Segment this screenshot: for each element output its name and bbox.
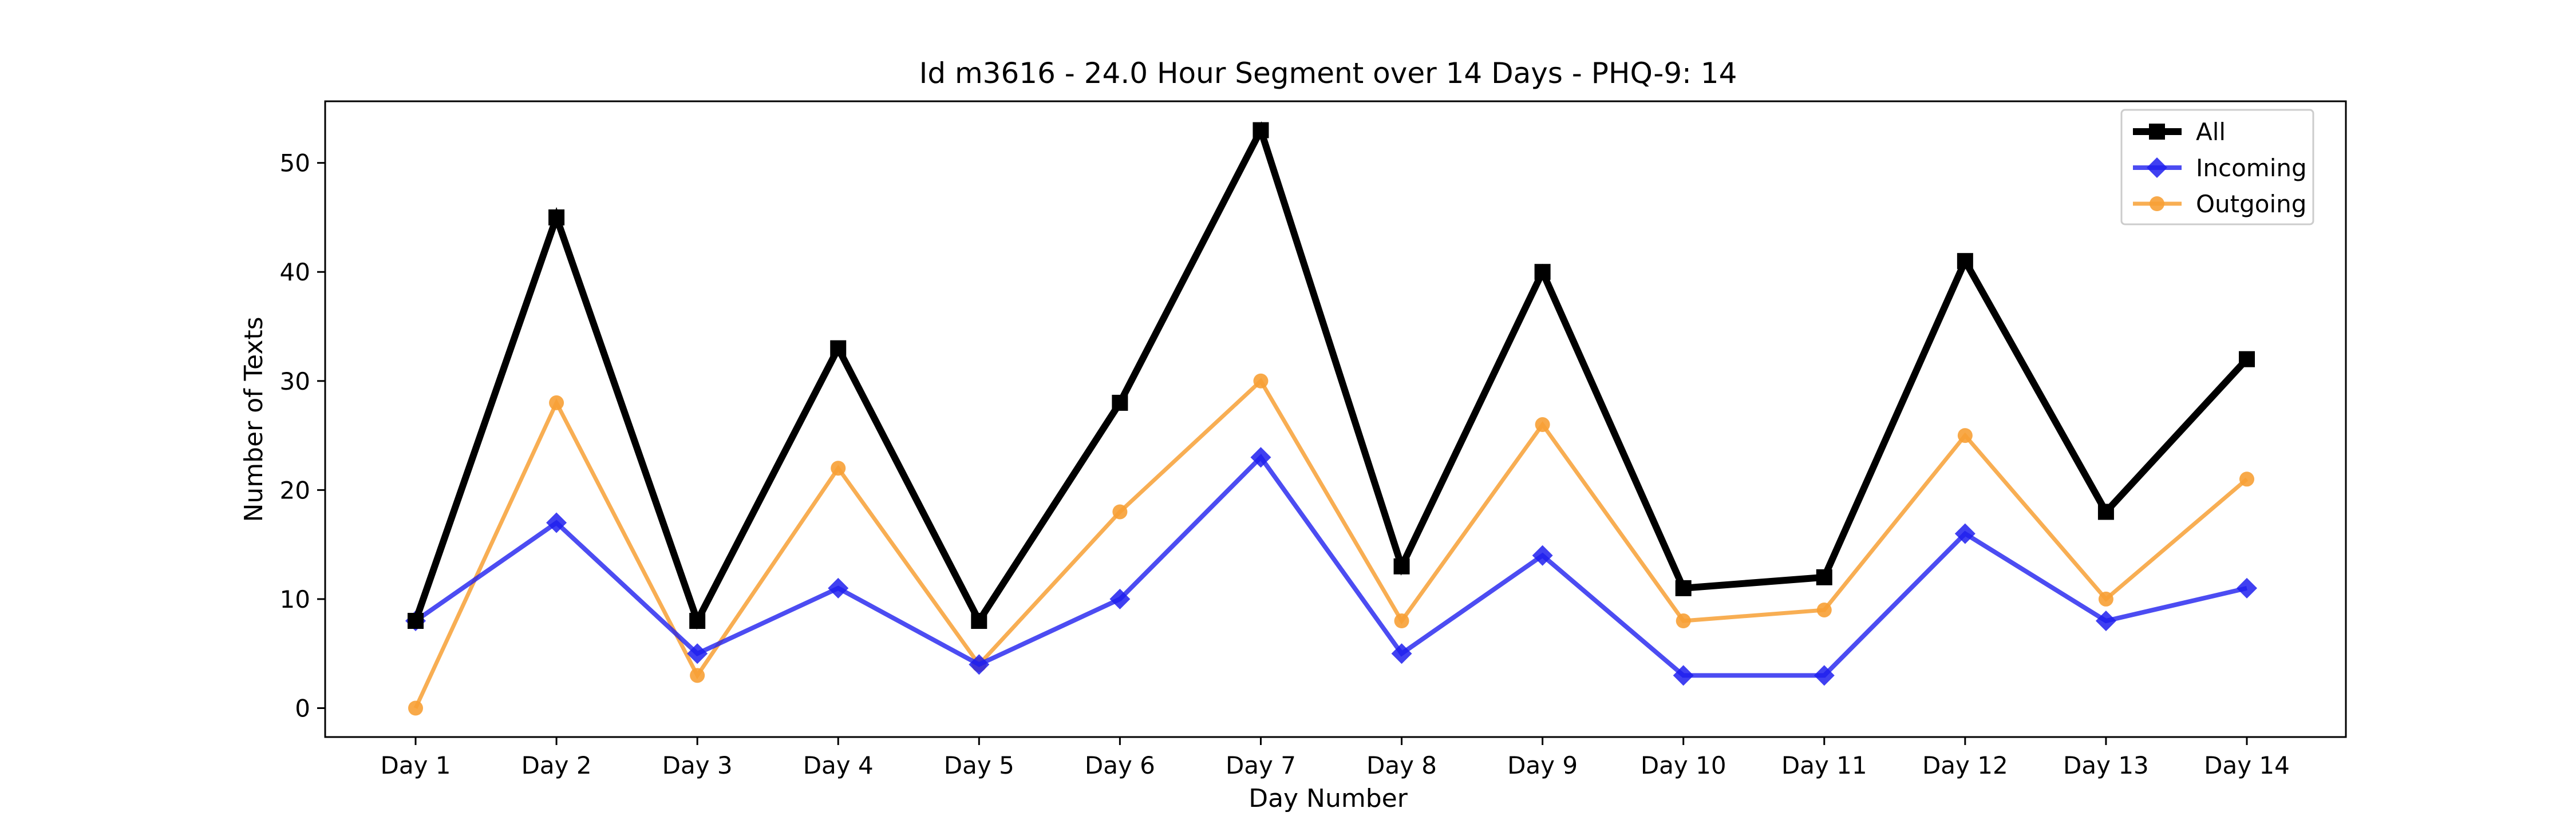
data-point-outgoing: [2098, 591, 2113, 607]
data-point-all: [1675, 580, 1692, 596]
data-point-all: [1112, 394, 1128, 411]
data-point-outgoing: [1676, 613, 1691, 629]
legend-marker-incoming: [2147, 157, 2167, 178]
data-point-all: [830, 340, 847, 356]
chart-title: Id m3616 - 24.0 Hour Segment over 14 Day…: [919, 57, 1737, 90]
data-point-all: [2239, 351, 2255, 367]
data-point-all: [1534, 264, 1551, 280]
data-point-incoming: [2237, 577, 2257, 599]
series-all: [408, 121, 2255, 630]
x-tick-label: Day 3: [662, 751, 733, 779]
legend-box: [2120, 109, 2314, 225]
y-axis: 0 10 20 30 40 50: [280, 149, 325, 723]
data-point-incoming: [1532, 545, 1553, 566]
x-tick-label: Day 12: [1922, 751, 2008, 779]
data-point-all: [1957, 253, 1973, 270]
x-tick-label: Day 4: [803, 751, 874, 779]
data-point-incoming: [546, 512, 567, 533]
y-tick-label: 40: [280, 258, 310, 286]
data-point-incoming: [828, 577, 849, 599]
x-axis-label: Day Number: [1249, 784, 1408, 813]
data-point-all: [689, 613, 706, 629]
x-tick-label: Day 2: [521, 751, 592, 779]
data-point-incoming: [1109, 588, 1131, 609]
data-point-incoming: [969, 654, 990, 675]
legend-item-outgoing: Outgoing: [2133, 190, 2306, 218]
legend-label-outgoing: Outgoing: [2196, 190, 2306, 218]
data-point-incoming: [1250, 447, 1271, 468]
data-point-outgoing: [1957, 428, 1973, 443]
data-point-outgoing: [831, 461, 846, 476]
series-layer: [405, 121, 2257, 716]
data-point-all: [971, 613, 987, 629]
data-point-outgoing: [2239, 472, 2254, 487]
legend: All Incoming Outgoing: [2120, 109, 2314, 225]
x-tick-label: Day 13: [2063, 751, 2149, 779]
legend-marker-all: [2149, 124, 2165, 140]
legend-label-incoming: Incoming: [2196, 154, 2307, 182]
y-tick-label: 10: [280, 585, 310, 613]
x-tick-label: Day 9: [1507, 751, 1578, 779]
x-tick-label: Day 5: [944, 751, 1014, 779]
data-point-incoming: [1814, 665, 1835, 686]
series-incoming: [405, 447, 2257, 686]
x-tick-label: Day 11: [1781, 751, 1867, 779]
data-point-all: [1816, 569, 1832, 585]
data-point-all: [2097, 504, 2114, 520]
data-point-incoming: [1673, 665, 1694, 686]
x-tick-label: Day 6: [1085, 751, 1155, 779]
data-point-outgoing: [1394, 613, 1409, 629]
y-tick-label: 0: [295, 695, 310, 723]
series-line-all: [412, 121, 2250, 630]
x-tick-label: Day 8: [1366, 751, 1437, 779]
data-point-incoming: [1391, 643, 1412, 664]
y-axis-label: Number of Texts: [239, 316, 268, 522]
data-point-incoming: [687, 643, 708, 664]
x-tick-label: Day 1: [380, 751, 451, 779]
data-point-outgoing: [1816, 602, 1832, 617]
data-point-all: [1393, 558, 1410, 575]
data-point-incoming: [1954, 523, 1976, 544]
data-point-outgoing: [1535, 417, 1550, 433]
legend-item-all: All: [2133, 118, 2226, 146]
legend-item-incoming: Incoming: [2133, 154, 2307, 182]
y-tick-label: 20: [280, 476, 310, 504]
plot-area: [324, 100, 2347, 738]
data-point-all: [1253, 122, 1269, 138]
data-point-outgoing: [1112, 504, 1128, 520]
y-tick-label: 30: [280, 367, 310, 395]
x-tick-label: Day 7: [1226, 751, 1296, 779]
x-tick-label: Day 14: [2204, 751, 2290, 779]
x-tick-label: Day 10: [1641, 751, 1726, 779]
x-axis: Day 1 Day 2 Day 3 Day 4 Day 5 Day 6 Day 7 Day 8…: [380, 737, 2290, 779]
data-point-incoming: [2095, 611, 2116, 632]
data-point-outgoing: [408, 700, 423, 716]
legend-marker-outgoing: [2150, 196, 2164, 211]
y-tick-label: 50: [280, 149, 310, 177]
data-point-outgoing: [1253, 373, 1269, 389]
data-point-all: [548, 209, 565, 225]
data-point-outgoing: [549, 395, 564, 410]
legend-label-all: All: [2196, 118, 2226, 146]
data-point-outgoing: [690, 668, 705, 683]
series-line-incoming: [414, 454, 2247, 678]
data-point-all: [408, 613, 424, 629]
